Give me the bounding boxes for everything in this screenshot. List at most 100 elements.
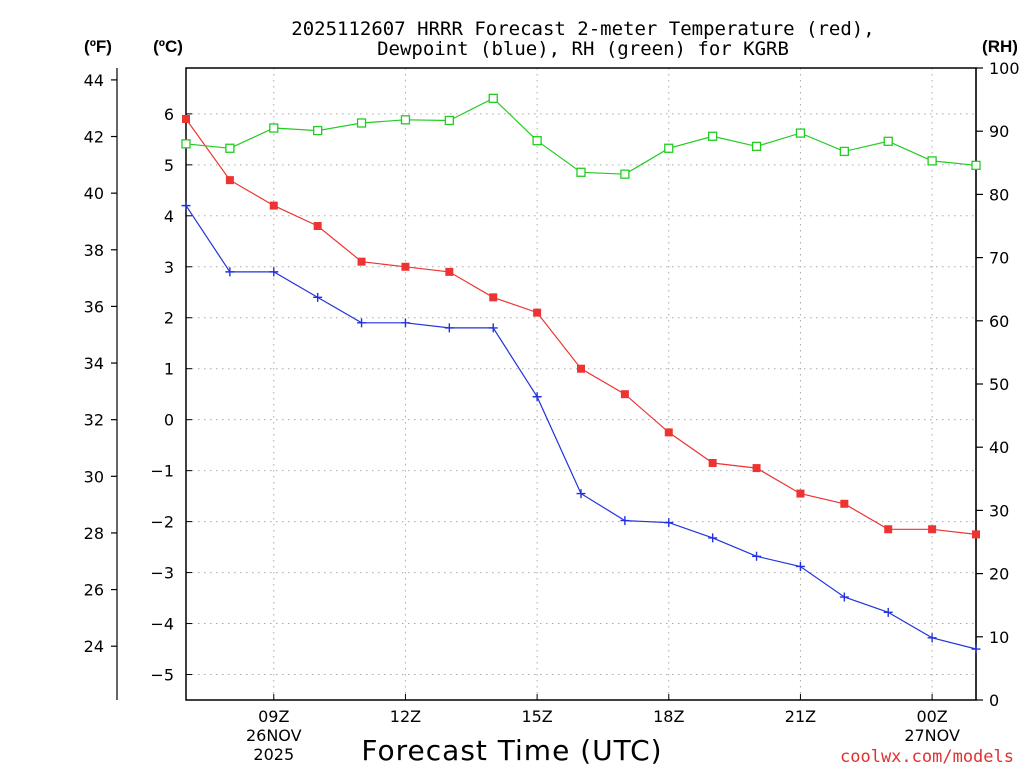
temperature-point bbox=[225, 176, 234, 185]
temperature-point bbox=[445, 267, 454, 276]
fahrenheit-tick-label: 26 bbox=[84, 581, 104, 600]
celsius-tick-label: −2 bbox=[150, 513, 174, 532]
dewpoint-point bbox=[576, 489, 586, 499]
temperature-line bbox=[185, 118, 977, 535]
temperature-point bbox=[269, 201, 278, 210]
temperature-point bbox=[489, 293, 498, 302]
temperature-point bbox=[840, 499, 849, 508]
rh-point bbox=[664, 143, 674, 153]
gridlines bbox=[186, 68, 976, 700]
dewpoint-point bbox=[488, 323, 498, 333]
fahrenheit-tick-label: 32 bbox=[84, 411, 104, 430]
dewpoint-point bbox=[795, 561, 805, 571]
temperature-point bbox=[752, 464, 761, 473]
rh-point bbox=[400, 115, 411, 125]
temperature-point bbox=[620, 390, 629, 399]
celsius-tick-label: 3 bbox=[164, 258, 174, 277]
rh-point bbox=[839, 146, 849, 157]
rh-point bbox=[444, 115, 454, 126]
rh-point bbox=[269, 123, 279, 133]
fahrenheit-tick-label: 30 bbox=[84, 467, 104, 486]
x-tick-label: 09Z bbox=[258, 707, 289, 726]
rh-point bbox=[532, 136, 542, 146]
dewpoint-point bbox=[708, 533, 718, 543]
fahrenheit-tick-label: 44 bbox=[84, 71, 104, 90]
x-tick-sublabel: 27NOV bbox=[904, 726, 960, 745]
celsius-tick-label: 2 bbox=[164, 309, 174, 328]
dewpoint-point bbox=[444, 323, 454, 333]
dewpoint-point bbox=[181, 201, 191, 211]
rh-point bbox=[488, 93, 498, 103]
rh-point bbox=[795, 128, 806, 138]
rh-point bbox=[971, 160, 981, 170]
dewpoint-point bbox=[620, 516, 630, 526]
rh-tick-label: 30 bbox=[989, 501, 1009, 520]
fahrenheit-tick-label: 36 bbox=[84, 297, 104, 316]
temperature-point bbox=[357, 257, 366, 266]
rh-point bbox=[181, 139, 191, 149]
rh-tick-label: 70 bbox=[989, 249, 1009, 268]
rh-tick-label: 50 bbox=[989, 375, 1009, 394]
celsius-tick-label: 0 bbox=[164, 411, 174, 430]
dewpoint-line bbox=[185, 205, 977, 650]
chart-title-line2: Dewpoint (blue), RH (green) for KGRB bbox=[377, 38, 789, 60]
dewpoint-point bbox=[269, 267, 279, 277]
dewpoint-point bbox=[839, 592, 849, 602]
fahrenheit-tick-label: 34 bbox=[84, 354, 104, 373]
x-tick-label: 12Z bbox=[390, 707, 421, 726]
celsius-tick-label: −3 bbox=[150, 564, 174, 583]
x-tick-label: 00Z bbox=[916, 707, 947, 726]
fahrenheit-tick-label: 24 bbox=[84, 637, 104, 656]
temperature-point bbox=[884, 525, 893, 534]
rh-point bbox=[708, 131, 718, 141]
chart-title-line1: 2025112607 HRRR Forecast 2-meter Tempera… bbox=[291, 18, 874, 40]
fahrenheit-tick-label: 28 bbox=[84, 524, 104, 543]
dewpoint-point bbox=[752, 551, 762, 561]
temperature-point bbox=[577, 364, 585, 373]
rh-tick-label: 20 bbox=[989, 565, 1009, 584]
dewpoint-point bbox=[313, 292, 323, 302]
dewpoint-point bbox=[971, 644, 981, 654]
rh-line bbox=[185, 97, 977, 175]
series bbox=[181, 93, 981, 654]
temperature-point bbox=[533, 308, 542, 317]
celsius-tick-label: −4 bbox=[150, 615, 174, 634]
fahrenheit-tick-label: 38 bbox=[84, 241, 104, 260]
temperature-point bbox=[401, 262, 410, 271]
dewpoint-point bbox=[664, 518, 674, 528]
dewpoint-point bbox=[357, 318, 367, 328]
x-tick-sublabel: 2025 bbox=[253, 745, 294, 764]
rh-point bbox=[356, 118, 367, 128]
credit-text: coolwx.com/models bbox=[840, 747, 1014, 767]
x-tick-sublabel: 26NOV bbox=[246, 726, 302, 745]
temperature-point bbox=[972, 530, 980, 539]
dewpoint-point bbox=[927, 633, 937, 643]
dewpoint-point bbox=[400, 318, 410, 328]
x-tick-label: 15Z bbox=[521, 707, 552, 726]
rh-tick-label: 60 bbox=[989, 312, 1009, 331]
temperature-point bbox=[313, 222, 322, 230]
rh-tick-label: 90 bbox=[989, 122, 1009, 141]
rh-tick-label: 100 bbox=[989, 59, 1020, 78]
x-axis-title: Forecast Time (UTC) bbox=[361, 734, 662, 767]
rh-point bbox=[225, 143, 235, 153]
rh-tick-label: 10 bbox=[989, 628, 1009, 647]
temperature-point bbox=[664, 428, 673, 437]
x-tick-label: 21Z bbox=[785, 707, 816, 726]
celsius-tick-label: 6 bbox=[164, 105, 174, 124]
rh-point bbox=[883, 136, 893, 146]
fahrenheit-unit-label: (ºF) bbox=[84, 37, 112, 56]
rh-tick-label: 80 bbox=[989, 185, 1009, 204]
fahrenheit-tick-label: 40 bbox=[84, 184, 104, 203]
temperature-point bbox=[796, 489, 805, 498]
temperature-point bbox=[708, 459, 717, 467]
dewpoint-point bbox=[225, 267, 235, 277]
dewpoint-point bbox=[532, 392, 542, 402]
temperature-point bbox=[182, 114, 190, 123]
celsius-tick-label: 1 bbox=[164, 360, 174, 379]
rh-tick-label: 40 bbox=[989, 438, 1009, 457]
celsius-unit-label: (ºC) bbox=[153, 37, 183, 56]
temperature-point bbox=[928, 525, 937, 534]
rh-point bbox=[927, 156, 937, 166]
